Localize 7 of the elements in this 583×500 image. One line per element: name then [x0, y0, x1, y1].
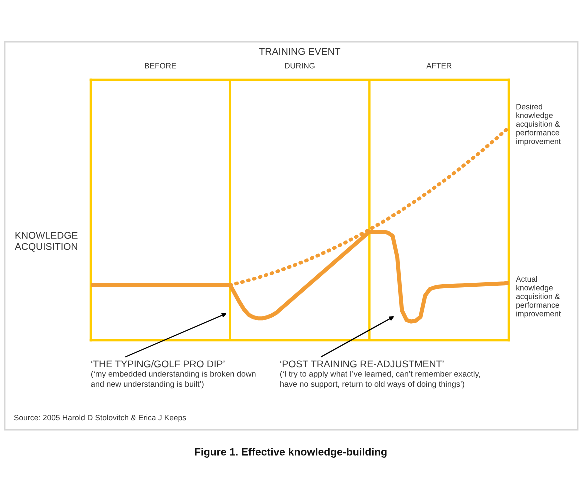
text: ‘THE TYPING/GOLF PRO DIP’	[92, 360, 225, 368]
text: ‘POST TRAINING RE-ADJUSTMENT’	[280, 360, 444, 368]
text: (‘my embedded understanding is broken down and new understanding is built’)	[91, 371, 256, 389]
x-axis-title: TRAINING EVENT	[259, 48, 341, 56]
text: (‘I try to apply what I’ve learned, can’t remember exactly, have no support, return to old ways of doing things’)	[280, 371, 480, 389]
y-axis-title: KNOWLEDGE ACQUISITION	[15, 232, 78, 252]
text: Figure 1. Effective knowledge-building	[195, 448, 387, 458]
